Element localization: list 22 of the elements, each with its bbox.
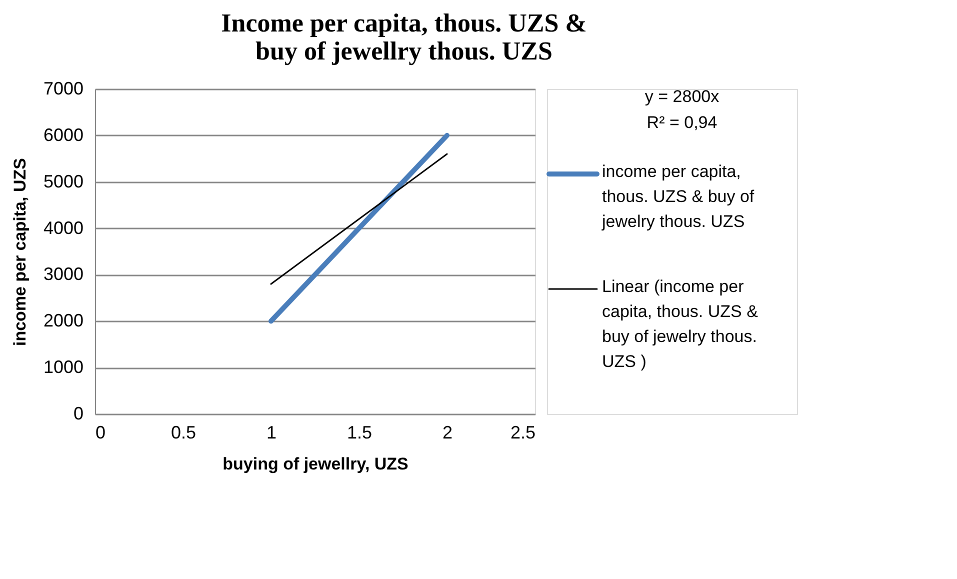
text: y = 2800x [644,87,720,106]
x-tick-label: 1 [266,422,277,442]
x-tick-label: 2.5 [510,422,536,442]
y-tick-label: 4000 [43,218,84,238]
y-axis-title: income per capita, UZS [10,158,30,346]
x-tick-label: 1.5 [346,422,372,442]
text: Income per capita, thous. UZS & [221,8,587,38]
y-tick-label: 1000 [43,357,84,378]
x-axis-title: buying of jewellry, UZS [222,454,408,474]
legend-label: Linear (income per capita, thous. UZS & buy of jewelry thous. UZS ) [602,277,759,371]
x-tick-label: 2 [442,422,453,442]
y-tick-label: 0 [73,404,84,424]
y-tick-label: 6000 [43,124,84,145]
y-tick-label: 2000 [43,310,84,331]
x-tick-label: 0.5 [170,422,196,442]
text: buy of jewellry thous. UZS [256,36,552,66]
y-tick-label: 7000 [43,78,84,98]
y-tick-label: 3000 [43,264,84,284]
y-tick-label: 5000 [43,171,84,192]
x-tick-label: 0 [96,422,106,442]
text: R² = 0,94 [646,113,718,132]
legend-label: income per capita, thous. UZS & buy of jewelry thous. UZS [601,162,754,231]
